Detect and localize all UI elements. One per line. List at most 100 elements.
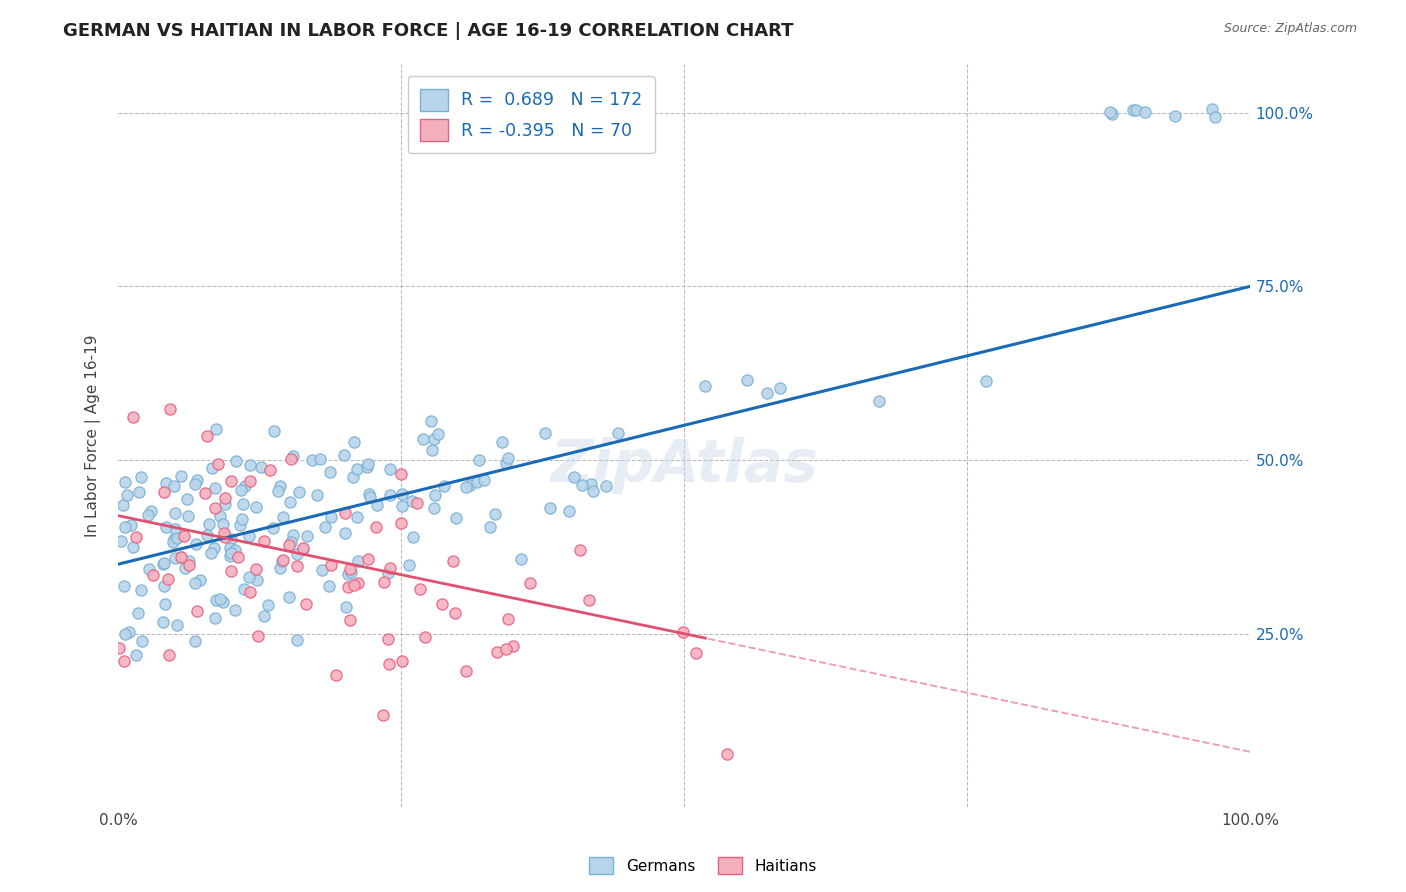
Point <box>380 561 402 575</box>
Point <box>221 546 243 560</box>
Point <box>152 485 174 500</box>
Point <box>231 512 253 526</box>
Point <box>377 566 399 581</box>
Point <box>114 626 136 640</box>
Point <box>152 558 174 572</box>
Point <box>333 506 356 520</box>
Point <box>253 533 276 548</box>
Point <box>1099 104 1122 119</box>
Point <box>218 541 240 555</box>
Point <box>974 374 997 388</box>
Point <box>380 462 402 476</box>
Point <box>219 532 242 546</box>
Point <box>1101 106 1123 120</box>
Point <box>246 574 269 588</box>
Point <box>152 579 174 593</box>
Point <box>391 487 413 501</box>
Point <box>491 435 513 450</box>
Point <box>239 458 262 472</box>
Point <box>184 633 207 648</box>
Point <box>202 541 225 555</box>
Point <box>366 498 388 512</box>
Point <box>433 479 456 493</box>
Point <box>769 381 792 395</box>
Point <box>186 604 208 618</box>
Point <box>186 536 208 550</box>
Point <box>200 546 222 560</box>
Point <box>402 530 425 544</box>
Point <box>195 429 218 443</box>
Point <box>579 476 602 491</box>
Point <box>498 450 520 465</box>
Point <box>366 520 388 534</box>
Point <box>443 606 465 620</box>
Point <box>283 450 305 464</box>
Point <box>246 628 269 642</box>
Point <box>209 508 232 523</box>
Point <box>325 668 347 682</box>
Point <box>538 500 561 515</box>
Point <box>169 468 191 483</box>
Point <box>340 565 363 579</box>
Point <box>423 488 446 502</box>
Point <box>301 453 323 467</box>
Point <box>114 475 136 489</box>
Point <box>339 562 361 576</box>
Point <box>389 516 412 530</box>
Point <box>595 479 617 493</box>
Point <box>278 538 301 552</box>
Point <box>205 422 228 436</box>
Point <box>214 491 236 505</box>
Point <box>1125 103 1147 117</box>
Point <box>233 479 256 493</box>
Point <box>250 460 273 475</box>
Point <box>321 558 343 572</box>
Point <box>259 463 281 477</box>
Point <box>238 570 260 584</box>
Point <box>228 550 250 565</box>
Point <box>108 641 131 656</box>
Point <box>420 414 443 428</box>
Point <box>357 487 380 501</box>
Point <box>378 657 401 671</box>
Point <box>221 564 243 578</box>
Point <box>271 553 294 567</box>
Point <box>139 504 162 518</box>
Point <box>335 599 357 614</box>
Point <box>716 747 738 762</box>
Point <box>136 508 159 523</box>
Point <box>356 459 378 474</box>
Point <box>229 483 252 498</box>
Point <box>409 582 432 597</box>
Point <box>165 522 187 536</box>
Point <box>377 632 399 647</box>
Point <box>170 550 193 565</box>
Point <box>165 506 187 520</box>
Point <box>607 426 630 441</box>
Point <box>568 543 591 558</box>
Point <box>430 597 453 611</box>
Point <box>292 541 315 556</box>
Point <box>496 612 519 626</box>
Point <box>184 575 207 590</box>
Point <box>318 579 340 593</box>
Point <box>173 529 195 543</box>
Point <box>558 504 581 518</box>
Point <box>155 476 177 491</box>
Point <box>347 554 370 568</box>
Point <box>495 641 517 656</box>
Point <box>177 509 200 524</box>
Point <box>224 603 246 617</box>
Point <box>343 578 366 592</box>
Point <box>229 517 252 532</box>
Point <box>173 561 195 575</box>
Point <box>737 373 759 387</box>
Point <box>127 606 149 620</box>
Point <box>1164 109 1187 123</box>
Point <box>176 492 198 507</box>
Point <box>1204 110 1226 124</box>
Point <box>201 460 224 475</box>
Point <box>214 530 236 544</box>
Point <box>204 611 226 625</box>
Point <box>319 465 342 479</box>
